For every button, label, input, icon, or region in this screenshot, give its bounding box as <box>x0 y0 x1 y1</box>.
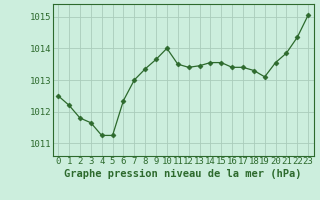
X-axis label: Graphe pression niveau de la mer (hPa): Graphe pression niveau de la mer (hPa) <box>64 169 302 179</box>
